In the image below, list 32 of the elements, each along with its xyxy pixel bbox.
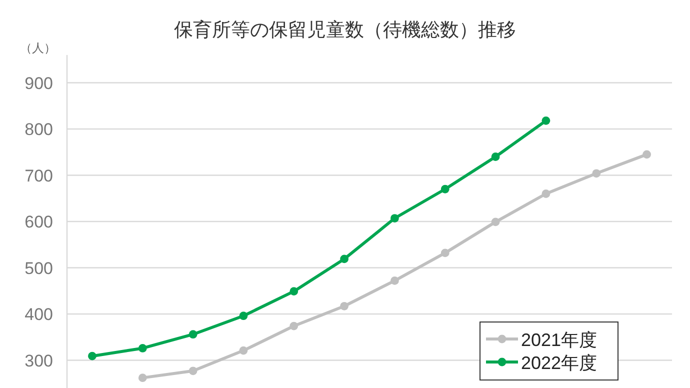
- y-tick-label: 700: [24, 166, 53, 186]
- point: [239, 312, 248, 320]
- point: [138, 374, 147, 382]
- point: [290, 322, 298, 330]
- point: [340, 254, 348, 264]
- chart-title: 保育所等の保留児童数（待機総数）推移: [174, 19, 516, 41]
- y-axis-title: （人）: [20, 41, 56, 55]
- legend-label: 2021年度: [521, 330, 598, 350]
- legend-label: 2022年度: [521, 353, 598, 373]
- point: [542, 116, 550, 125]
- point: [290, 287, 298, 296]
- y-tick-label: 900: [24, 74, 53, 93]
- point: [440, 248, 450, 258]
- point: [390, 214, 399, 222]
- y-tick-label: 800: [24, 120, 53, 139]
- y-tick-label: 500: [24, 258, 53, 278]
- point: [390, 276, 399, 285]
- point: [642, 150, 651, 159]
- point: [239, 346, 248, 355]
- y-tick-label: 400: [24, 305, 53, 324]
- point: [592, 169, 601, 178]
- y-tick-label: 600: [24, 212, 53, 232]
- point: [340, 302, 348, 310]
- point: [88, 352, 96, 360]
- point: [542, 190, 550, 198]
- point: [440, 184, 450, 194]
- point: [491, 152, 500, 161]
- point: [188, 330, 198, 339]
- y-tick-label: 300: [24, 351, 53, 370]
- point: [138, 344, 147, 352]
- point: [491, 218, 500, 226]
- point: [188, 366, 198, 376]
